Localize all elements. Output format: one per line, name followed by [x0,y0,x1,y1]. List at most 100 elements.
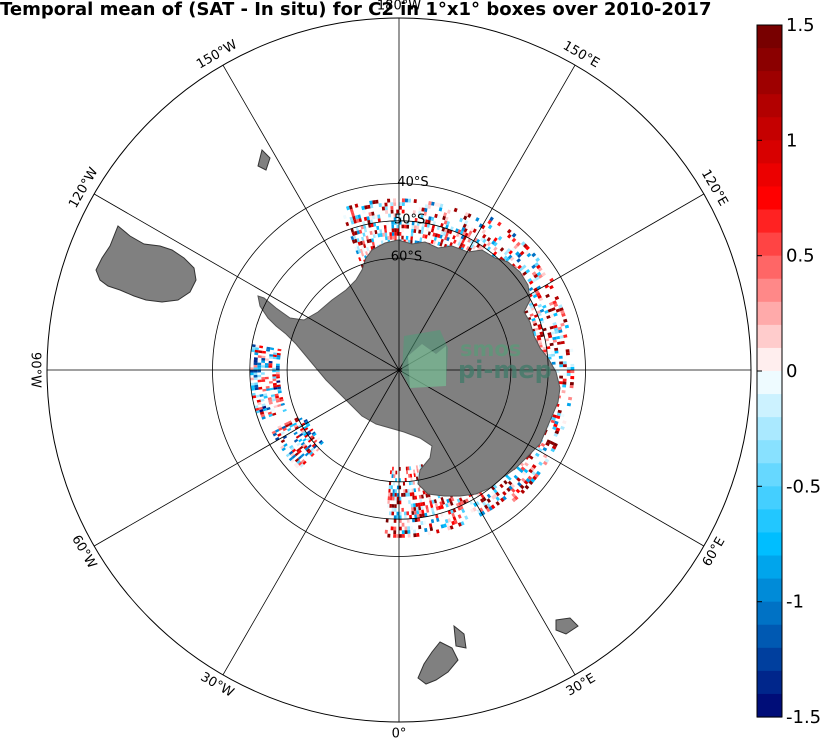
data-cell [289,444,294,449]
data-cell [430,519,435,524]
data-cell [525,245,530,251]
data-cell [431,224,436,229]
data-cell [525,269,531,274]
data-cell [387,533,391,538]
colorbar-segment [757,532,782,557]
data-cell [523,468,529,474]
data-cell [532,320,537,324]
data-cell [520,489,526,494]
data-cell [277,403,282,408]
data-cell [537,267,543,272]
latitude-label: 50°S [394,212,425,227]
data-cell [302,438,307,442]
colorbar-segment [757,71,782,95]
data-cell [393,519,397,523]
data-cell [361,205,365,211]
data-cell [300,459,306,464]
data-cell [408,481,412,486]
data-cell [350,228,354,233]
data-cell [253,367,258,370]
data-cell [449,501,454,506]
data-cell [404,515,407,520]
data-cell [394,504,397,508]
data-cell [293,424,298,428]
data-cell [407,526,411,531]
data-cell [480,237,485,242]
data-cell [309,451,314,456]
colorbar-segment [757,647,782,672]
data-cell [419,464,422,469]
data-cell [418,207,422,212]
data-cell [554,420,559,425]
data-cell [493,241,498,247]
data-cell [406,470,409,475]
data-cell [413,229,417,233]
data-cell [404,526,408,531]
data-cell [482,501,487,506]
data-cell [251,346,256,350]
data-cell [302,430,307,435]
data-cell [369,230,373,235]
data-cell [527,278,532,283]
data-cell [366,216,370,221]
data-cell [275,428,280,433]
data-cell [506,248,511,253]
data-cell [293,438,299,443]
colorbar-tick-label: 1.5 [786,15,815,36]
data-cell [560,310,565,315]
data-cell [385,518,389,523]
data-cell [535,276,540,281]
data-cell [413,533,417,538]
data-cell [450,509,454,514]
data-cell [392,466,394,471]
data-cell [414,514,418,519]
data-cell [455,232,460,238]
data-cell [276,376,280,379]
data-cell [451,512,456,518]
data-cell [362,221,366,226]
data-cell [303,419,308,423]
data-cell [486,241,492,247]
data-cell [443,212,447,217]
data-cell [298,426,304,430]
data-cell [372,234,376,239]
data-cell [530,466,535,471]
data-cell [261,379,266,382]
data-cell [260,398,265,402]
data-cell [372,230,375,235]
data-cell [272,376,277,379]
colorbar-segment [757,25,782,49]
data-cell [418,494,422,499]
data-cell [439,234,443,239]
data-cell [531,264,536,269]
data-cell [539,317,544,322]
data-cell [528,468,534,474]
data-cell [399,478,401,482]
data-cell [528,280,534,285]
data-cell [561,312,566,317]
data-cell [259,409,264,413]
data-cell [276,378,281,381]
data-cell [524,250,530,256]
data-cell [549,342,554,347]
watermark-line2: pi-mep [458,356,552,384]
data-cell [415,476,419,481]
data-cell [367,204,371,209]
data-cell [515,251,520,256]
data-cell [276,384,281,388]
data-cell [527,475,533,481]
data-cell [399,217,402,221]
data-cell [541,449,546,454]
data-cell [563,372,567,376]
data-cell [270,394,275,398]
data-cell [411,511,415,515]
data-cell [411,488,414,493]
data-cell [264,363,269,366]
data-cell [268,356,273,359]
longitude-label: 30°W [198,670,237,701]
data-cell [568,396,573,401]
data-cell [435,506,440,511]
data-cell [424,223,428,228]
data-cell [405,492,408,497]
